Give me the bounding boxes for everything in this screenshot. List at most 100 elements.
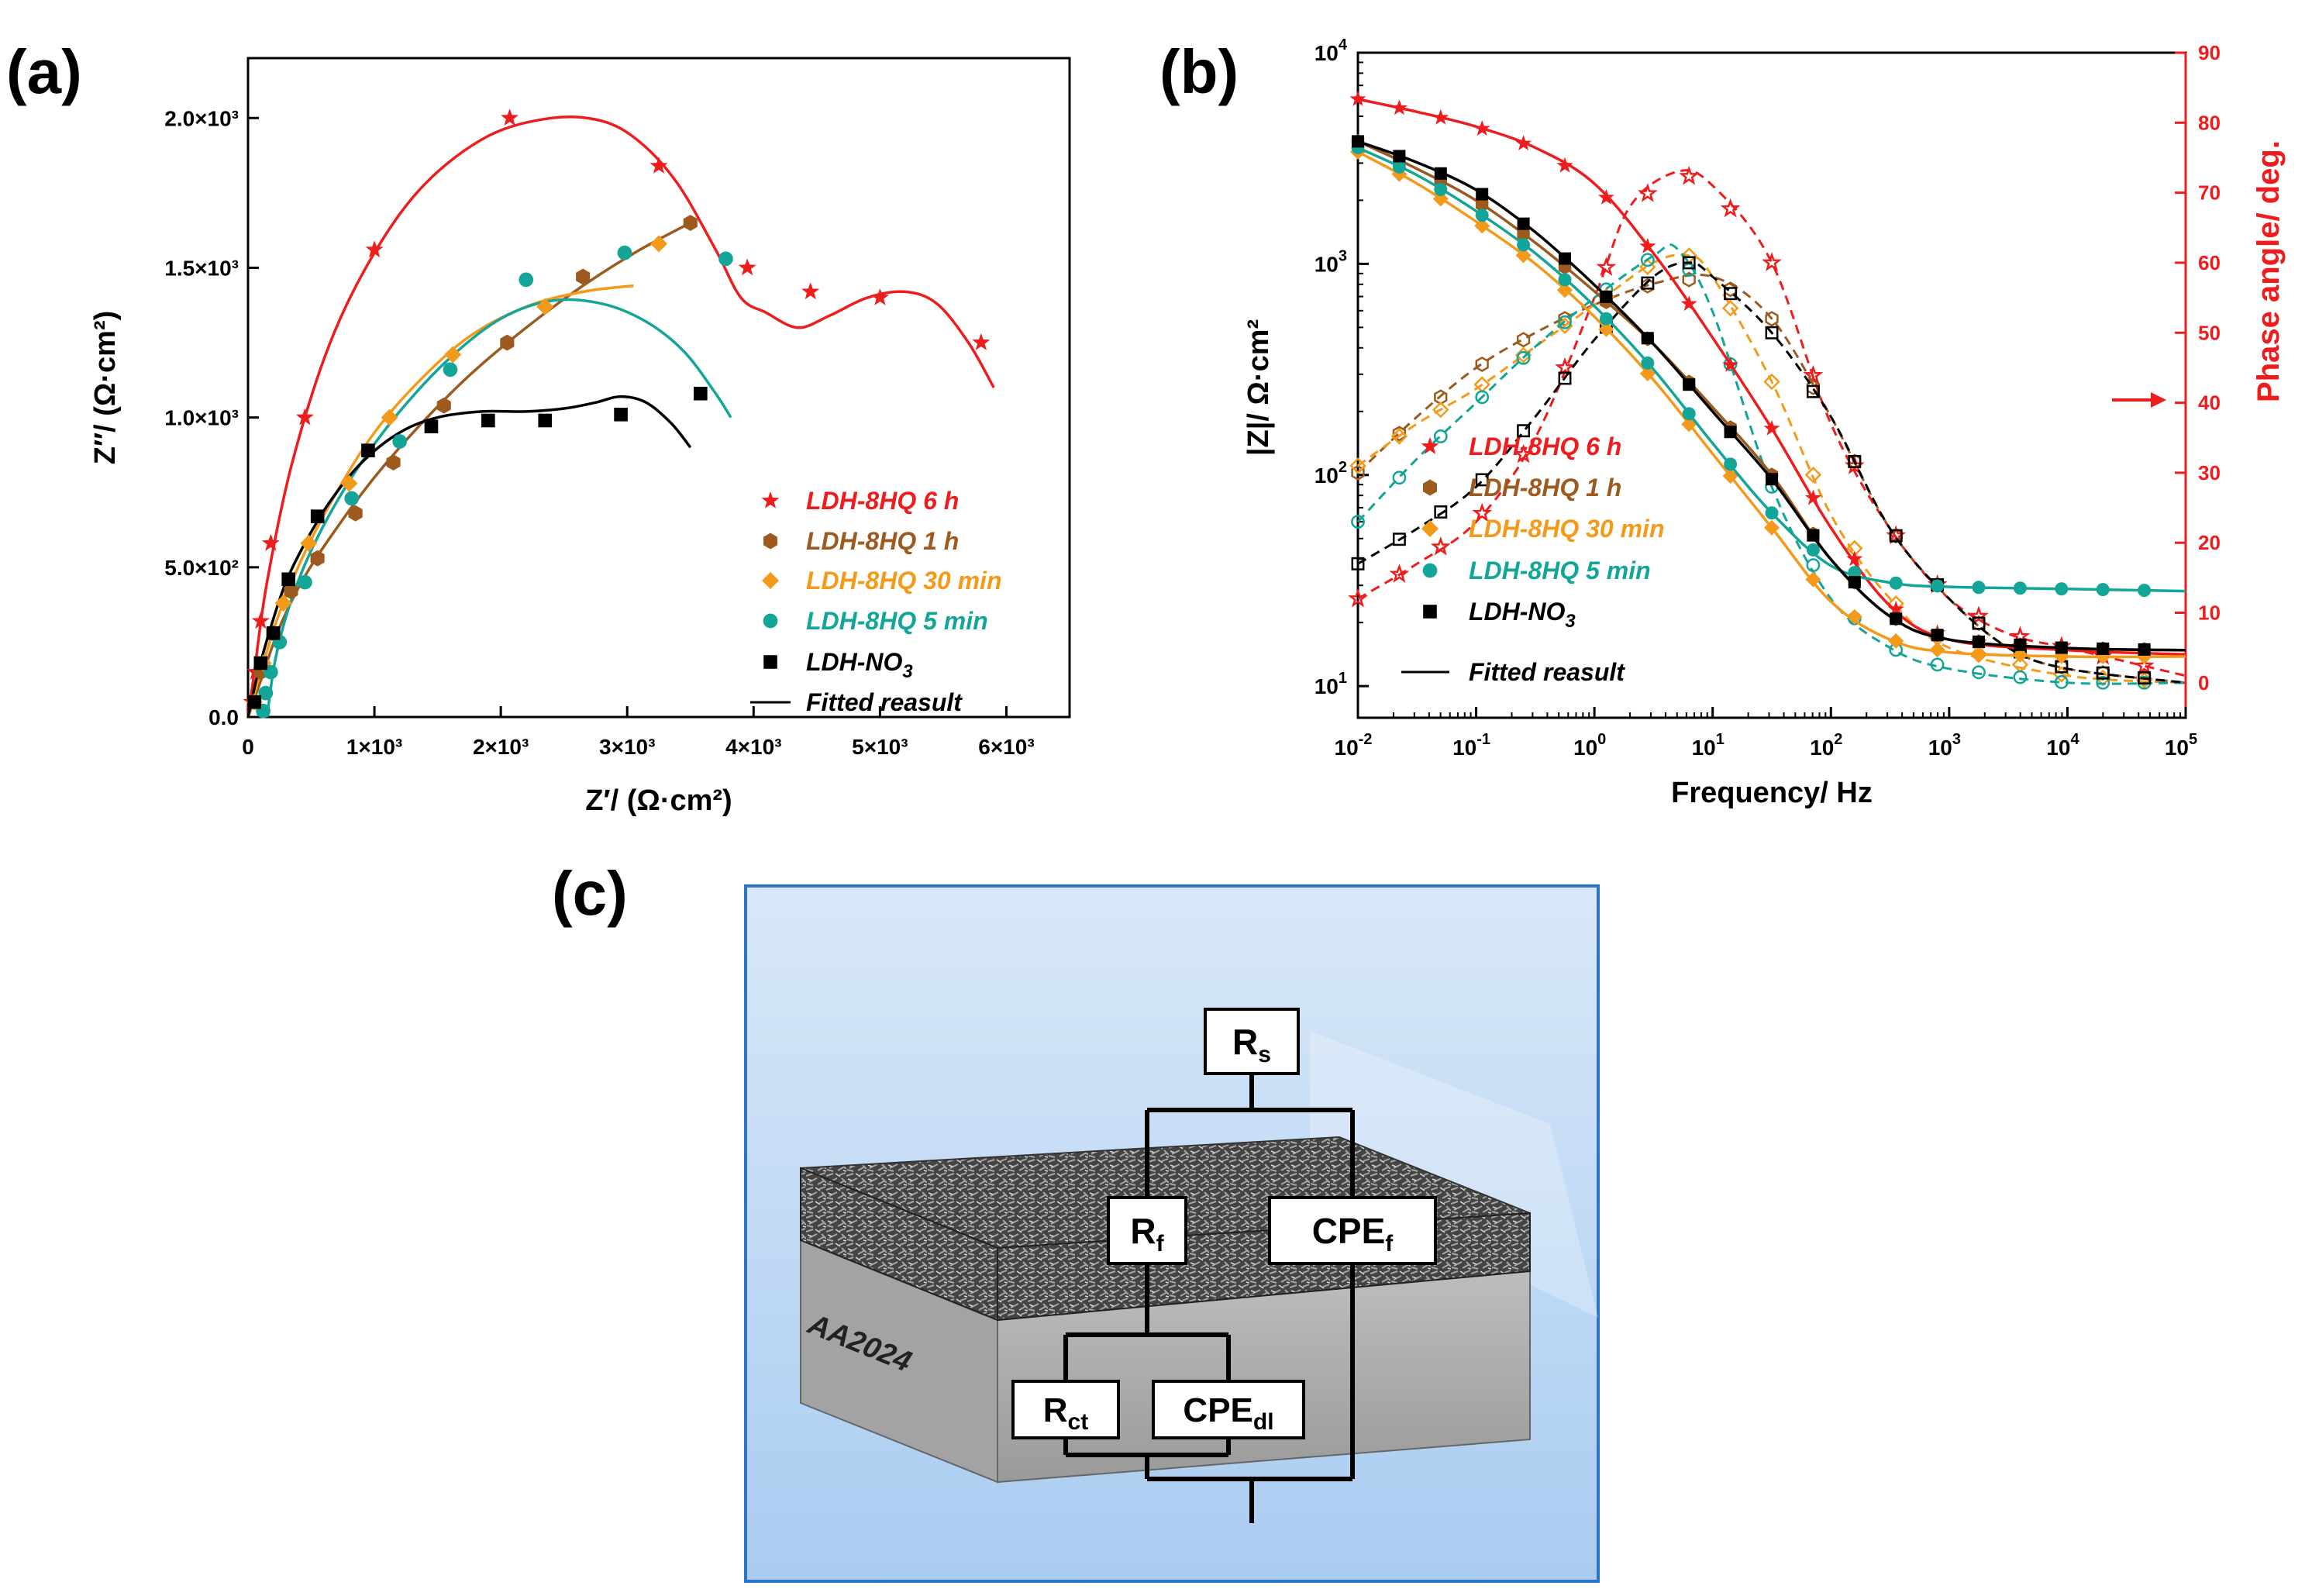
a-point-no3-1 <box>253 656 268 670</box>
b-mod-point-30min-245 <box>1639 366 1656 382</box>
legend-a-marker-1h <box>763 533 777 550</box>
legend-a-30min: LDH-8HQ 30 min <box>806 567 1001 595</box>
a-fit-no3 <box>246 395 692 718</box>
b-mod-point-no3-140 <box>1517 217 1530 230</box>
b-ytick-exp-1: 2 <box>1339 459 1347 476</box>
a-point-30min-6 <box>444 346 462 364</box>
circuit-wires <box>1063 1074 1355 1523</box>
b-mod-point-30min-385 <box>1805 571 1821 588</box>
b-mod-point-5min-525 <box>1972 581 1986 595</box>
b-mod-point-6h-455 <box>1887 601 1904 616</box>
b-mod-point-5min-665 <box>2138 584 2152 598</box>
b-mod-point-5min-350 <box>1765 506 1779 520</box>
b-phase-point-no3-665 <box>2138 671 2152 684</box>
b-xtick-label-2: 100 <box>1573 731 1606 760</box>
a-xtick-label-6: 6×10³ <box>978 735 1034 759</box>
a-point-no3-6 <box>424 419 439 434</box>
a-point-6h-2 <box>251 612 270 629</box>
b-phase-point-30min-70 <box>1432 401 1449 419</box>
b-phase-point-5min-385 <box>1806 558 1821 573</box>
b-mod-point-5min-245 <box>1641 356 1655 370</box>
b-phase-point-no3-140 <box>1517 424 1531 438</box>
svg-text:CPEf: CPEf <box>1312 1211 1394 1256</box>
a-xtick-label-2: 2×10³ <box>473 735 529 759</box>
b-phase-point-30min-350 <box>1763 373 1780 391</box>
a-fit-6h <box>246 115 995 718</box>
b-mod-point-5min-210 <box>1599 312 1613 326</box>
a-point-30min-5 <box>381 408 398 426</box>
rs-sub: s <box>1258 1042 1271 1067</box>
b-xtick-label-7: 105 <box>2165 731 2197 760</box>
b-mod-point-no3-595 <box>2055 641 2068 654</box>
plot-b-modulus-series <box>1349 90 2186 665</box>
b-phase-point-6h-175 <box>1555 357 1575 377</box>
b-ytick-base-1: 10 <box>1314 464 1339 488</box>
b-phase-point-30min-35 <box>1390 428 1408 445</box>
b-mod-point-30min-490 <box>1929 642 1945 658</box>
svg-text:Rs: Rs <box>1232 1022 1271 1067</box>
b-phase-point-30min-385 <box>1804 466 1822 484</box>
b-mod-point-6h-0 <box>1349 90 1366 106</box>
a-ytick-label-1: 5.0×10² <box>164 556 239 580</box>
b-mod-point-30min-350 <box>1764 519 1780 536</box>
b-phase-point-6h-140 <box>1513 443 1534 464</box>
a-ytick-label-4: 2.0×10³ <box>164 106 239 130</box>
b-ytick-label-3: 104 <box>1314 36 1348 65</box>
phase-axis-arrow <box>2112 392 2166 408</box>
a-point-5min-6 <box>392 434 408 449</box>
b-y2tick-label-5: 50 <box>2198 321 2221 344</box>
cpedl-sub: dl <box>1253 1409 1274 1435</box>
plot-b-ylabel: |Z|/ Ω·cm² <box>1242 319 1275 456</box>
a-point-30min-8 <box>650 235 667 253</box>
component-cpedl: CPEdl <box>1152 1380 1305 1439</box>
b-phase-point-no3-315 <box>1724 287 1738 301</box>
b-xtick-label-5: 103 <box>1928 731 1961 760</box>
legend-a-fit: Fitted reasult <box>806 688 963 716</box>
legend-a-5min: LDH-8HQ 5 min <box>806 607 988 635</box>
b-phase-point-5min-35 <box>1392 471 1407 485</box>
plot-a-xlabel: Z′/ (Ω·cm²) <box>585 784 732 817</box>
b-phase-point-6h-35 <box>1389 564 1410 583</box>
b-ytick-base-3: 10 <box>1314 41 1339 65</box>
b-phase-point-no3-105 <box>1475 473 1489 487</box>
b-xtick-exp-6: 4 <box>2070 731 2079 748</box>
b-xtick-base-2: 10 <box>1573 736 1597 760</box>
svg-text:Rct: Rct <box>1043 1391 1088 1435</box>
b-phase-line-6h <box>1357 169 2186 677</box>
b-xtick-base-5: 10 <box>1928 736 1952 760</box>
b-mod-point-5min-630 <box>2096 583 2110 597</box>
b-phase-point-no3-630 <box>2096 666 2110 680</box>
b-mod-point-5min-560 <box>2013 581 2027 595</box>
b-phase-point-5min-595 <box>2054 675 2069 689</box>
panel-label-c: (c) <box>552 859 628 928</box>
component-rs: Rs <box>1204 1008 1300 1075</box>
b-ytick-base-0: 10 <box>1314 674 1339 698</box>
legend-a-6h: LDH-8HQ 6 h <box>806 487 959 515</box>
b-phase-point-no3-420 <box>1848 454 1862 468</box>
legend-b-6h: LDH-8HQ 6 h <box>1469 433 1621 460</box>
a-ytick-label-3: 1.5×10³ <box>164 256 239 280</box>
b-mod-point-5min-490 <box>1931 579 1945 593</box>
plot-b-y2label: Phase angle/ deg. <box>2252 140 2286 402</box>
a-xtick-label-5: 5×10³ <box>852 735 908 759</box>
b-xtick-base-0: 10 <box>1335 736 1359 760</box>
b-xtick-exp-3: 1 <box>1716 731 1725 748</box>
a-point-5min-5 <box>344 491 360 506</box>
a-fit-30min <box>246 284 634 718</box>
b-mod-point-no3-35 <box>1393 150 1406 163</box>
svg-text:Rf: Rf <box>1130 1211 1164 1256</box>
b-phase-point-5min-175 <box>1558 315 1572 329</box>
a-point-1h-8 <box>500 334 515 351</box>
b-ytick-base-2: 10 <box>1314 252 1339 276</box>
b-mod-point-no3-420 <box>1848 576 1861 589</box>
b-ytick-label-1: 102 <box>1314 459 1347 488</box>
b-y2tick-label-0: 0 <box>2198 671 2209 695</box>
b-y2tick-label-4: 40 <box>2198 391 2221 415</box>
component-rct: Rct <box>1011 1380 1120 1439</box>
nyquist-chart: 0 1×10³ 2×10³ 3×10³ 4×10³ 5×10³ 6×10³ 0.0 5.0×10… <box>89 57 1071 817</box>
b-y2tick-label-2: 20 <box>2198 531 2221 554</box>
b-mod-point-6h-245 <box>1639 237 1656 253</box>
b-mod-point-5min-70 <box>1434 183 1448 197</box>
a-point-6h-6 <box>501 109 519 126</box>
